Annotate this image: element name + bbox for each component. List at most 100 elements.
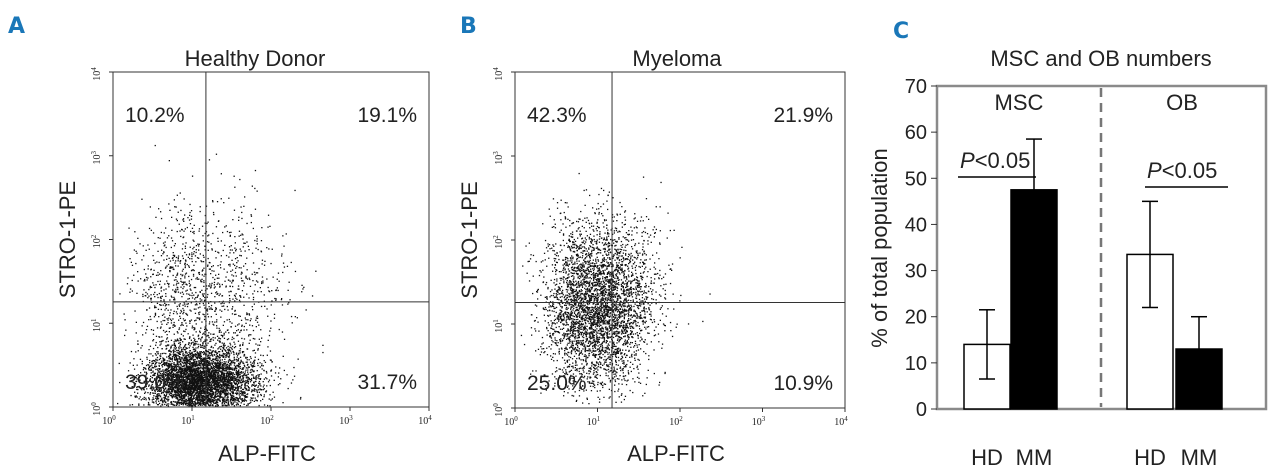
scatter-point bbox=[185, 364, 188, 366]
scatter-point bbox=[178, 388, 180, 390]
scatter-point bbox=[185, 393, 187, 395]
scatter-point bbox=[182, 404, 184, 406]
scatter-point bbox=[189, 373, 192, 375]
scatter-point bbox=[180, 273, 182, 276]
scatter-point bbox=[171, 368, 173, 370]
scatter-point bbox=[182, 274, 184, 276]
scatter-point bbox=[243, 265, 245, 267]
scatter-point bbox=[164, 267, 167, 269]
scatter-point bbox=[206, 357, 208, 360]
scatter-point bbox=[218, 273, 220, 275]
scatter-point bbox=[187, 403, 189, 405]
scatter-point bbox=[200, 386, 202, 388]
scatter-point bbox=[232, 393, 234, 395]
scatter-point bbox=[223, 356, 225, 358]
scatter-point bbox=[175, 260, 177, 262]
scatter-point bbox=[197, 365, 199, 367]
scatter-point bbox=[186, 352, 188, 354]
scatter-point bbox=[202, 371, 204, 373]
scatter-point bbox=[267, 381, 270, 383]
scatter-point bbox=[165, 341, 167, 343]
scatter-point bbox=[212, 347, 214, 349]
scatter-point bbox=[172, 257, 174, 259]
scatter-point bbox=[198, 273, 201, 275]
scatter-point bbox=[143, 280, 145, 282]
scatter-point bbox=[225, 376, 227, 378]
scatter-point bbox=[172, 351, 175, 354]
scatter-point bbox=[251, 273, 253, 275]
scatter-point bbox=[227, 374, 230, 376]
scatter-point bbox=[194, 371, 196, 373]
scatter-point bbox=[194, 341, 197, 343]
scatter-point bbox=[262, 354, 264, 357]
scatter-point bbox=[201, 336, 203, 338]
scatter-point bbox=[228, 366, 230, 368]
scatter-point bbox=[152, 255, 154, 257]
scatter-point bbox=[282, 262, 285, 264]
scatter-point bbox=[210, 333, 212, 335]
scatter-point bbox=[198, 230, 200, 232]
scatter-point bbox=[189, 358, 191, 360]
scatter-point bbox=[177, 258, 179, 260]
scatter-point bbox=[215, 226, 218, 228]
scatter-point bbox=[159, 387, 161, 389]
scatter-point bbox=[214, 402, 217, 405]
scatter-point bbox=[174, 374, 176, 376]
scatter-point bbox=[263, 388, 265, 390]
scatter-point bbox=[199, 395, 201, 397]
scatter-point bbox=[179, 342, 181, 344]
scatter-point bbox=[198, 399, 200, 402]
scatter-point bbox=[265, 370, 268, 373]
scatter-point bbox=[168, 375, 170, 377]
scatter-point bbox=[217, 401, 219, 404]
scatter-point bbox=[214, 387, 216, 389]
scatter-point bbox=[194, 298, 196, 300]
scatter-point bbox=[190, 359, 192, 361]
scatter-point bbox=[253, 377, 255, 379]
scatter-point bbox=[222, 249, 224, 252]
scatter-point bbox=[172, 387, 175, 389]
scatter-point bbox=[155, 362, 157, 364]
scatter-point bbox=[162, 374, 164, 376]
scatter-point bbox=[212, 333, 214, 335]
scatter-point bbox=[186, 376, 188, 379]
scatter-point bbox=[206, 390, 208, 393]
scatter-point bbox=[214, 250, 217, 252]
scatter-point bbox=[189, 336, 191, 338]
scatter-point bbox=[172, 366, 174, 368]
scatter-point bbox=[169, 209, 171, 211]
scatter-point bbox=[221, 385, 223, 387]
scatter-point bbox=[202, 390, 204, 393]
scatter-point bbox=[168, 370, 170, 373]
scatter-point bbox=[170, 366, 172, 368]
scatter-point bbox=[252, 350, 254, 352]
scatter-point bbox=[167, 405, 169, 407]
scatter-point bbox=[232, 386, 234, 388]
scatter-point bbox=[170, 246, 172, 249]
scatter-point bbox=[212, 360, 214, 363]
scatter-point bbox=[199, 371, 201, 373]
scatter-point bbox=[207, 390, 209, 392]
scatter-point bbox=[156, 377, 158, 379]
scatter-point bbox=[255, 319, 257, 321]
scatter-point bbox=[166, 392, 169, 394]
scatter-point bbox=[188, 394, 190, 396]
scatter-point bbox=[183, 391, 186, 393]
scatter-point bbox=[143, 367, 145, 369]
scatter-point bbox=[222, 324, 224, 326]
scatter-point bbox=[158, 390, 160, 392]
scatter-point bbox=[167, 375, 169, 377]
scatter-point bbox=[216, 387, 219, 389]
scatter-point bbox=[223, 383, 225, 385]
scatter-point bbox=[244, 385, 246, 387]
scatter-point bbox=[183, 379, 185, 381]
scatter-point bbox=[247, 380, 249, 383]
scatter-point bbox=[181, 361, 183, 363]
scatter-point bbox=[195, 379, 197, 381]
scatter-point bbox=[130, 374, 132, 376]
scatter-point bbox=[205, 364, 208, 366]
scatter-point bbox=[186, 293, 188, 295]
scatter-point bbox=[199, 367, 201, 369]
scatter-point bbox=[146, 309, 148, 311]
scatter-point bbox=[146, 383, 148, 385]
